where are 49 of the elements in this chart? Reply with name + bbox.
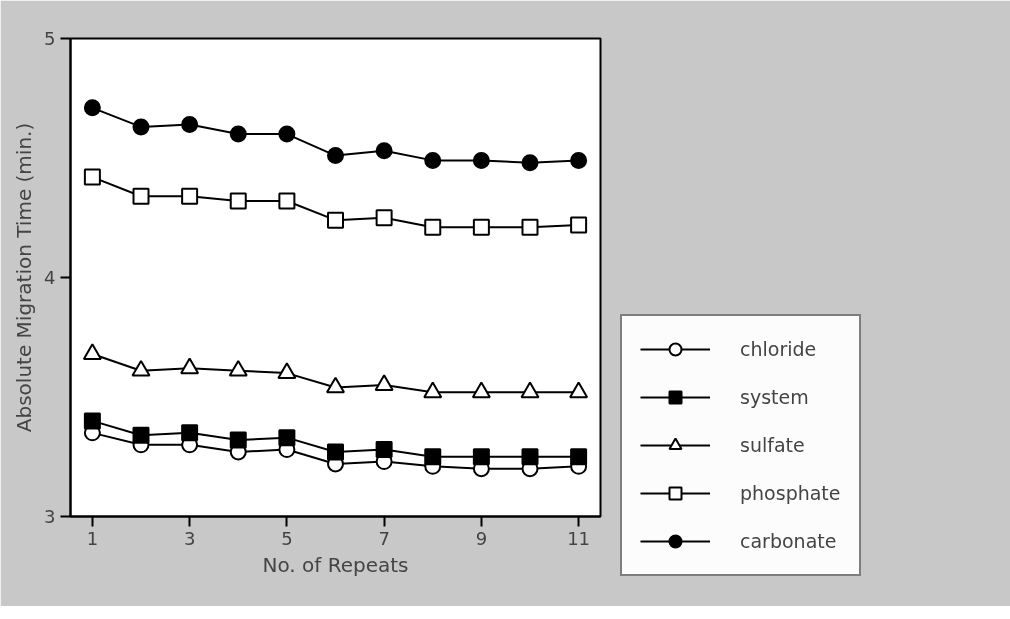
legend-label: chloride: [740, 338, 817, 360]
point: [375, 142, 393, 160]
point: [229, 192, 247, 210]
legend-label: carbonate: [740, 530, 837, 552]
point: [278, 125, 296, 143]
point: [278, 192, 296, 210]
point: [375, 209, 393, 227]
point: [132, 426, 150, 444]
point: [521, 218, 539, 236]
point: [424, 218, 442, 236]
point: [83, 99, 101, 117]
x-tick-label: 5: [281, 527, 293, 549]
point: [375, 441, 393, 459]
point: [570, 151, 588, 169]
point: [424, 448, 442, 466]
point: [83, 412, 101, 430]
point: [472, 218, 490, 236]
point: [132, 118, 150, 136]
point: [472, 448, 490, 466]
x-tick-label: 1: [86, 527, 99, 549]
y-tick-label: 4: [44, 267, 56, 288]
point: [521, 448, 539, 466]
point: [181, 187, 199, 205]
legend-label: system: [740, 386, 809, 408]
y-tick-label: 3: [44, 506, 56, 527]
y-axis-title: Absolute Migration Time (min.): [12, 122, 37, 433]
point: [132, 187, 150, 205]
x-tick-label: 9: [475, 527, 488, 549]
x-tick-label: 11: [567, 527, 591, 549]
point: [424, 151, 442, 169]
point: [83, 168, 101, 186]
point: [327, 211, 344, 229]
point: [229, 431, 247, 449]
x-axis-title: No. of Repeats: [262, 552, 409, 577]
point: [278, 429, 296, 447]
point: [472, 151, 490, 169]
point: [521, 154, 539, 172]
point: [327, 147, 344, 165]
point: [181, 116, 199, 134]
point: [570, 216, 588, 234]
point: [229, 125, 247, 143]
y-tick-label: 5: [44, 28, 56, 49]
legend-label: phosphate: [740, 482, 841, 504]
point: [181, 424, 199, 442]
point: [327, 443, 344, 461]
legend-label: sulfate: [740, 434, 805, 456]
point: [570, 448, 588, 466]
x-tick-label: 3: [183, 527, 196, 549]
x-tick-label: 7: [378, 527, 390, 549]
